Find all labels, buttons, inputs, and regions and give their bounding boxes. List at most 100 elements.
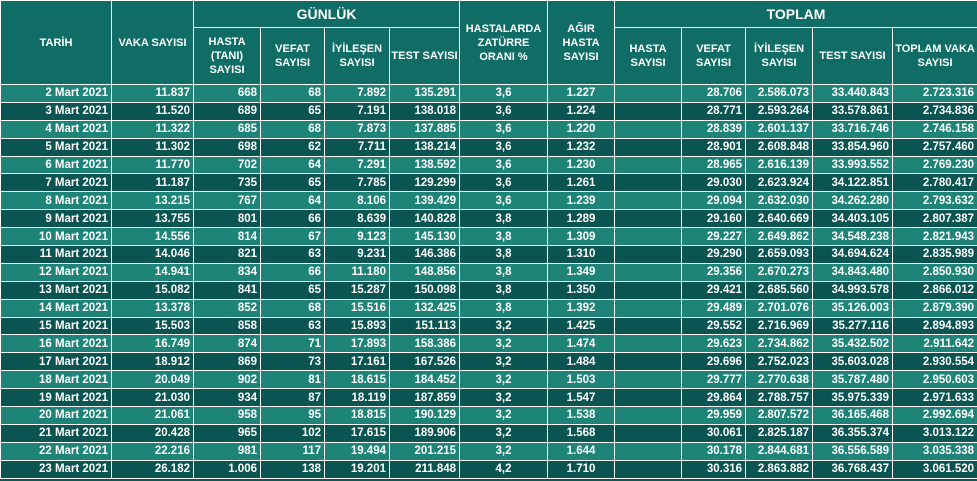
cell-test: 158.386 [388, 334, 461, 354]
cell-tarih: 12 Mart 2021 [0, 262, 112, 282]
cell-vaka: 18.912 [111, 352, 194, 372]
cell-agir: 1.349 [547, 262, 616, 282]
table-row: 14 Mart 2021 13.378 852 68 15.516 132.425 3,8 1… [0, 298, 977, 318]
cell-toplam-vefat: 29.160 [681, 209, 747, 229]
cell-vaka: 11.520 [111, 101, 194, 121]
table-row: 10 Mart 2021 14.556 814 67 9.123 145.130 3,8 1.… [0, 227, 977, 247]
cell-vaka: 26.182 [111, 459, 194, 479]
cell-agir: 1.474 [547, 334, 616, 354]
cell-tarih: 16 Mart 2021 [0, 334, 112, 354]
cell-vefat: 117 [260, 441, 325, 461]
cell-vefat: 65 [260, 173, 325, 193]
cell-toplam-hasta [614, 84, 683, 103]
cell-toplam-iyilesen: 2.649.862 [745, 227, 814, 247]
header-toplam-test: TEST SAYISI [812, 27, 894, 85]
cell-toplam-test: 36.768.437 [812, 459, 894, 479]
cell-tarih: 8 Mart 2021 [0, 191, 112, 211]
cell-toplam-vaka: 2.894.893 [892, 316, 977, 336]
cell-toplam-hasta [614, 441, 683, 461]
cell-vaka: 11.837 [111, 84, 194, 103]
cell-zaturre: 3,6 [459, 137, 549, 157]
cell-tarih: 10 Mart 2021 [0, 227, 112, 247]
cell-tarih: 3 Mart 2021 [0, 101, 112, 121]
cell-hasta-tani: 834 [193, 262, 261, 282]
cell-hasta-tani: 668 [193, 84, 261, 103]
cell-iyilesen: 7.711 [324, 137, 390, 157]
cell-agir: 1.261 [547, 173, 616, 193]
header-toplam-vefat: VEFAT SAYISI [681, 27, 747, 85]
cell-zaturre: 3,6 [459, 191, 549, 211]
cell-agir: 1.538 [547, 406, 616, 425]
cell-iyilesen: 11.180 [324, 262, 390, 282]
cell-test: 135.291 [388, 84, 461, 103]
cell-hasta-tani: 858 [193, 316, 261, 336]
cell-vaka: 16.749 [111, 334, 194, 354]
cell-toplam-iyilesen: 2.770.638 [745, 370, 814, 390]
header-vefat: VEFAT SAYISI [260, 27, 325, 85]
cell-vefat: 68 [260, 298, 325, 318]
cell-tarih: 4 Mart 2021 [0, 119, 112, 139]
cell-iyilesen: 18.119 [324, 388, 390, 408]
cell-hasta-tani: 869 [193, 352, 261, 372]
header-gunluk: GÜNLÜK [192, 0, 461, 28]
cell-zaturre: 3,2 [459, 334, 549, 354]
cell-toplam-test: 35.432.502 [812, 334, 894, 354]
cell-toplam-vaka: 2.723.316 [892, 84, 977, 103]
cell-toplam-vaka: 2.769.230 [892, 155, 977, 175]
cell-zaturre: 3,2 [459, 388, 549, 408]
cell-agir: 1.309 [547, 227, 616, 247]
cell-toplam-hasta [614, 388, 683, 408]
cell-toplam-hasta [614, 227, 683, 247]
cell-hasta-tani: 981 [193, 441, 261, 461]
cell-test: 189.906 [388, 423, 461, 443]
header-tarih: TARİH [0, 0, 112, 85]
cell-agir: 1.224 [547, 101, 616, 121]
cell-toplam-vaka: 2.757.460 [892, 137, 977, 157]
cell-toplam-iyilesen: 2.752.023 [745, 352, 814, 372]
cell-toplam-hasta [614, 459, 683, 479]
cell-toplam-iyilesen: 2.593.264 [745, 101, 814, 121]
cell-toplam-test: 33.440.843 [812, 84, 894, 103]
cell-toplam-iyilesen: 2.788.757 [745, 388, 814, 408]
cell-vefat: 95 [260, 406, 325, 425]
cell-toplam-hasta [614, 101, 683, 121]
table-body: 2 Mart 2021 11.837 668 68 7.892 135.291 3,6 1.2… [0, 84, 977, 479]
cell-zaturre: 3,8 [459, 209, 549, 229]
cell-zaturre: 3,6 [459, 173, 549, 193]
cell-zaturre: 3,8 [459, 227, 549, 247]
cell-hasta-tani: 698 [193, 137, 261, 157]
cell-toplam-hasta [614, 155, 683, 175]
cell-toplam-iyilesen: 2.608.848 [745, 137, 814, 157]
cell-toplam-hasta [614, 406, 683, 425]
table-row: 9 Mart 2021 13.755 801 66 8.639 140.828 3,8 1.2… [0, 209, 977, 229]
cell-hasta-tani: 965 [193, 423, 261, 443]
cell-toplam-vaka: 2.780.417 [892, 173, 977, 193]
table-row: 12 Mart 2021 14.941 834 66 11.180 148.856 3,8 1… [0, 262, 977, 282]
cell-toplam-iyilesen: 2.670.273 [745, 262, 814, 282]
cell-toplam-test: 34.548.238 [812, 227, 894, 247]
cell-vaka: 21.030 [111, 388, 194, 408]
table-row: 19 Mart 2021 21.030 934 87 18.119 187.859 3,2 1… [0, 388, 977, 408]
cell-iyilesen: 8.106 [324, 191, 390, 211]
cell-tarih: 6 Mart 2021 [0, 155, 112, 175]
cell-toplam-vefat: 29.290 [681, 245, 747, 264]
cell-toplam-iyilesen: 2.844.681 [745, 441, 814, 461]
cell-vaka: 14.046 [111, 245, 194, 264]
cell-agir: 1.230 [547, 155, 616, 175]
cell-hasta-tani: 874 [193, 334, 261, 354]
cell-vefat: 102 [260, 423, 325, 443]
cell-iyilesen: 7.873 [324, 119, 390, 139]
cell-toplam-vefat: 29.094 [681, 191, 747, 211]
cell-hasta-tani: 852 [193, 298, 261, 318]
cell-toplam-vaka: 2.950.603 [892, 370, 977, 390]
cell-vefat: 64 [260, 155, 325, 175]
cell-vaka: 14.556 [111, 227, 194, 247]
cell-tarih: 21 Mart 2021 [0, 423, 112, 443]
cell-toplam-vaka: 2.746.158 [892, 119, 977, 139]
cell-toplam-test: 33.854.960 [812, 137, 894, 157]
cell-toplam-hasta [614, 370, 683, 390]
cell-toplam-vaka: 2.835.989 [892, 245, 977, 264]
cell-toplam-vefat: 29.421 [681, 280, 747, 300]
cell-toplam-vaka: 2.911.642 [892, 334, 977, 354]
cell-toplam-vaka: 2.850.930 [892, 262, 977, 282]
